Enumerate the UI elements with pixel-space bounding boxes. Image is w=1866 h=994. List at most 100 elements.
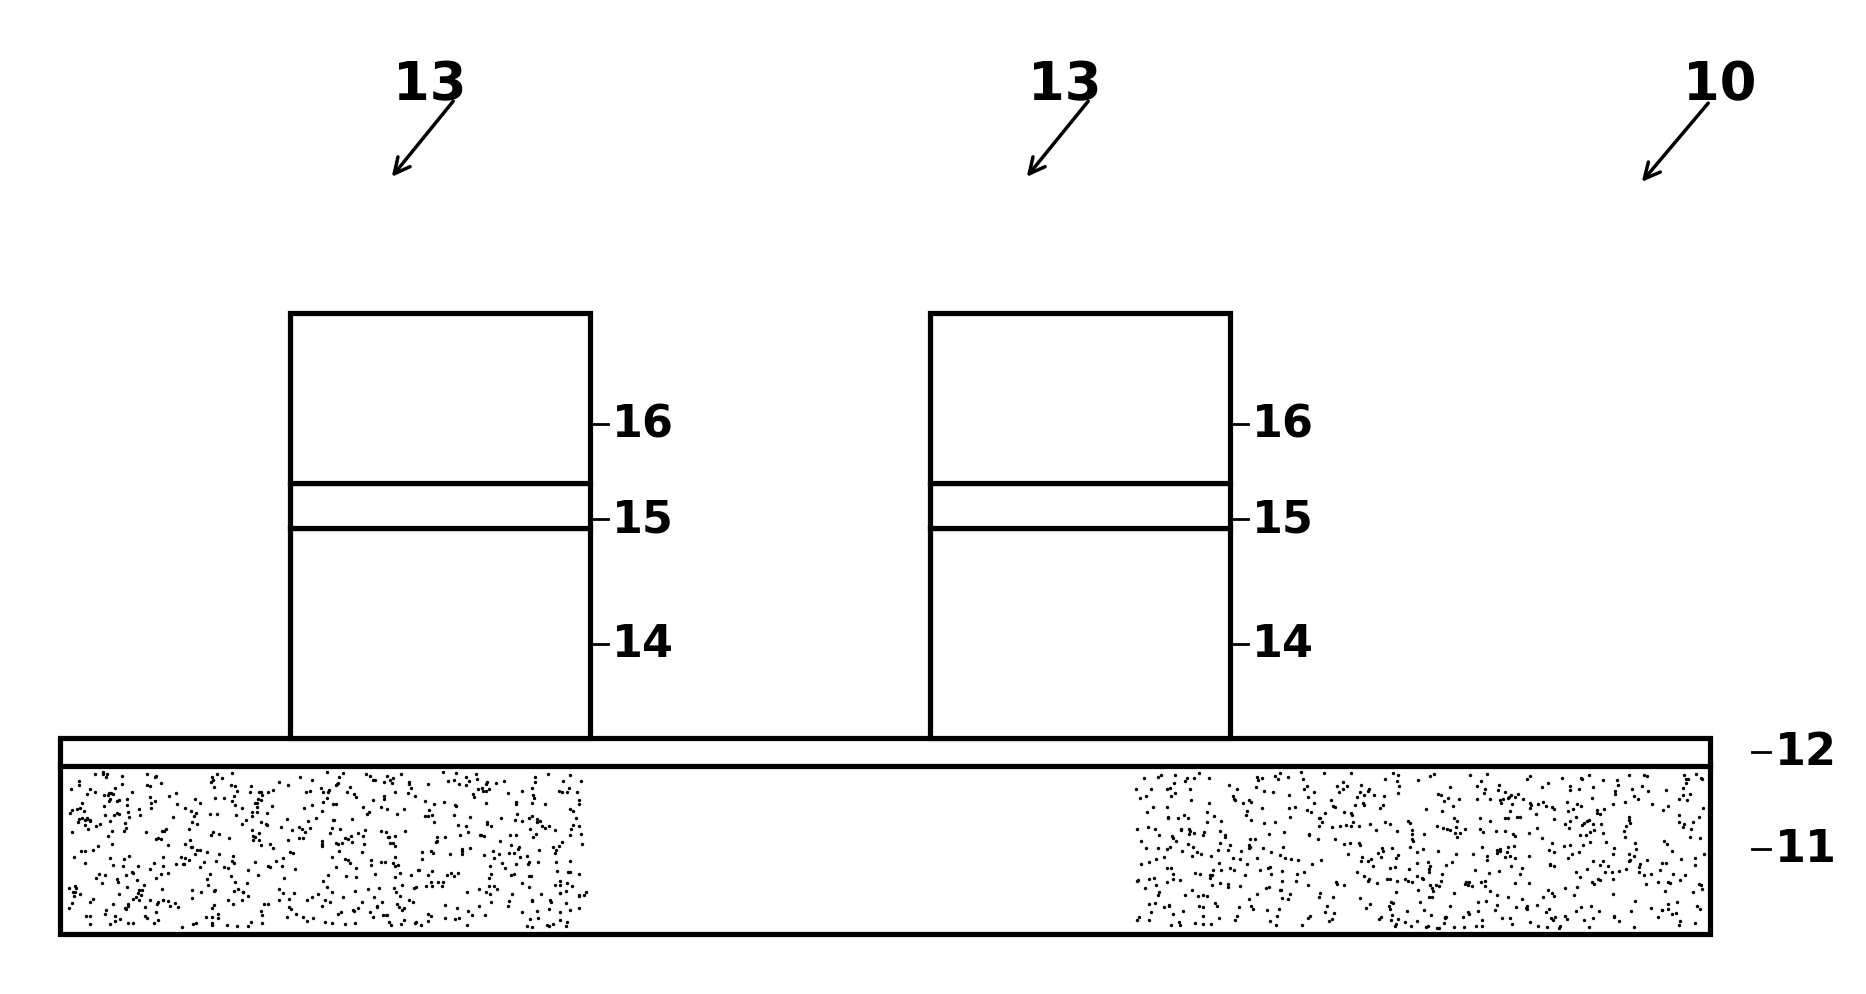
Point	[80, 784, 110, 800]
Point	[534, 901, 564, 916]
Point	[222, 783, 252, 799]
Point	[1429, 911, 1459, 926]
Point	[218, 848, 248, 864]
Point	[1316, 792, 1345, 808]
Point	[1241, 779, 1271, 795]
Point	[1379, 895, 1409, 911]
Point	[93, 793, 123, 809]
Point	[114, 804, 144, 820]
Point	[1267, 890, 1297, 906]
Point	[202, 766, 231, 782]
Point	[155, 899, 185, 914]
Point	[1485, 795, 1515, 811]
Point	[564, 866, 593, 882]
Point	[1381, 874, 1411, 890]
Point	[1205, 835, 1235, 851]
Point	[1185, 899, 1215, 914]
Point	[439, 772, 468, 788]
Point	[522, 903, 552, 918]
Point	[142, 871, 172, 887]
Point	[244, 832, 274, 848]
Point	[168, 919, 198, 935]
Point	[177, 891, 207, 907]
Point	[155, 788, 185, 804]
Point	[1375, 871, 1405, 887]
Point	[244, 784, 274, 800]
Point	[384, 866, 414, 882]
Point	[330, 852, 360, 868]
Point	[1131, 880, 1161, 896]
Point	[1465, 875, 1495, 891]
Point	[118, 892, 147, 908]
Point	[1627, 778, 1657, 794]
Point	[1205, 813, 1235, 829]
Point	[1597, 865, 1627, 881]
Point	[246, 837, 276, 853]
Point	[1482, 897, 1511, 912]
Point	[1497, 859, 1526, 875]
Point	[1151, 860, 1181, 876]
Point	[517, 808, 547, 824]
Point	[103, 793, 132, 809]
Point	[1155, 780, 1185, 796]
Point	[1177, 883, 1207, 899]
Point	[1213, 877, 1243, 893]
Point	[474, 870, 504, 886]
Point	[265, 882, 295, 898]
Point	[1233, 891, 1263, 907]
Point	[1306, 853, 1336, 869]
Point	[552, 784, 582, 800]
Point	[1222, 908, 1252, 923]
Point	[1246, 800, 1276, 816]
Point	[412, 912, 442, 928]
Point	[515, 854, 545, 870]
Point	[71, 817, 101, 833]
Point	[1422, 877, 1452, 893]
Point	[1398, 875, 1427, 891]
Point	[1168, 843, 1198, 859]
Point	[396, 867, 425, 883]
Point	[1567, 837, 1597, 853]
Point	[276, 844, 306, 860]
Point	[1590, 864, 1620, 880]
Point	[515, 821, 545, 837]
Text: 10: 10	[1683, 59, 1756, 111]
Point	[439, 868, 468, 884]
Point	[1267, 883, 1297, 899]
Point	[131, 824, 160, 840]
Point	[1614, 766, 1644, 782]
Point	[1571, 862, 1601, 878]
Point	[455, 810, 485, 826]
Point	[1204, 911, 1233, 926]
Point	[179, 791, 209, 807]
Point	[470, 908, 500, 923]
Point	[1620, 788, 1650, 804]
Point	[1401, 856, 1431, 872]
Point	[461, 766, 491, 782]
Point	[1661, 906, 1691, 921]
Point	[556, 767, 586, 783]
Point	[547, 834, 577, 850]
Point	[325, 843, 355, 859]
Point	[1664, 917, 1694, 933]
Point	[383, 858, 412, 874]
Text: 16: 16	[612, 404, 674, 446]
Point	[1622, 841, 1651, 857]
Point	[317, 885, 347, 901]
Point	[1125, 857, 1155, 873]
Point	[82, 870, 112, 886]
Point	[216, 868, 246, 884]
Point	[1383, 911, 1413, 927]
Point	[526, 887, 556, 903]
Point	[418, 796, 448, 812]
Point	[1181, 844, 1211, 860]
Point	[1149, 900, 1179, 915]
Point	[369, 791, 399, 807]
Point	[1364, 845, 1394, 861]
Point	[1567, 818, 1597, 834]
Bar	[289, 483, 590, 529]
Point	[1454, 907, 1483, 922]
Point	[272, 811, 302, 827]
Point	[1125, 833, 1155, 849]
Point	[498, 886, 528, 902]
